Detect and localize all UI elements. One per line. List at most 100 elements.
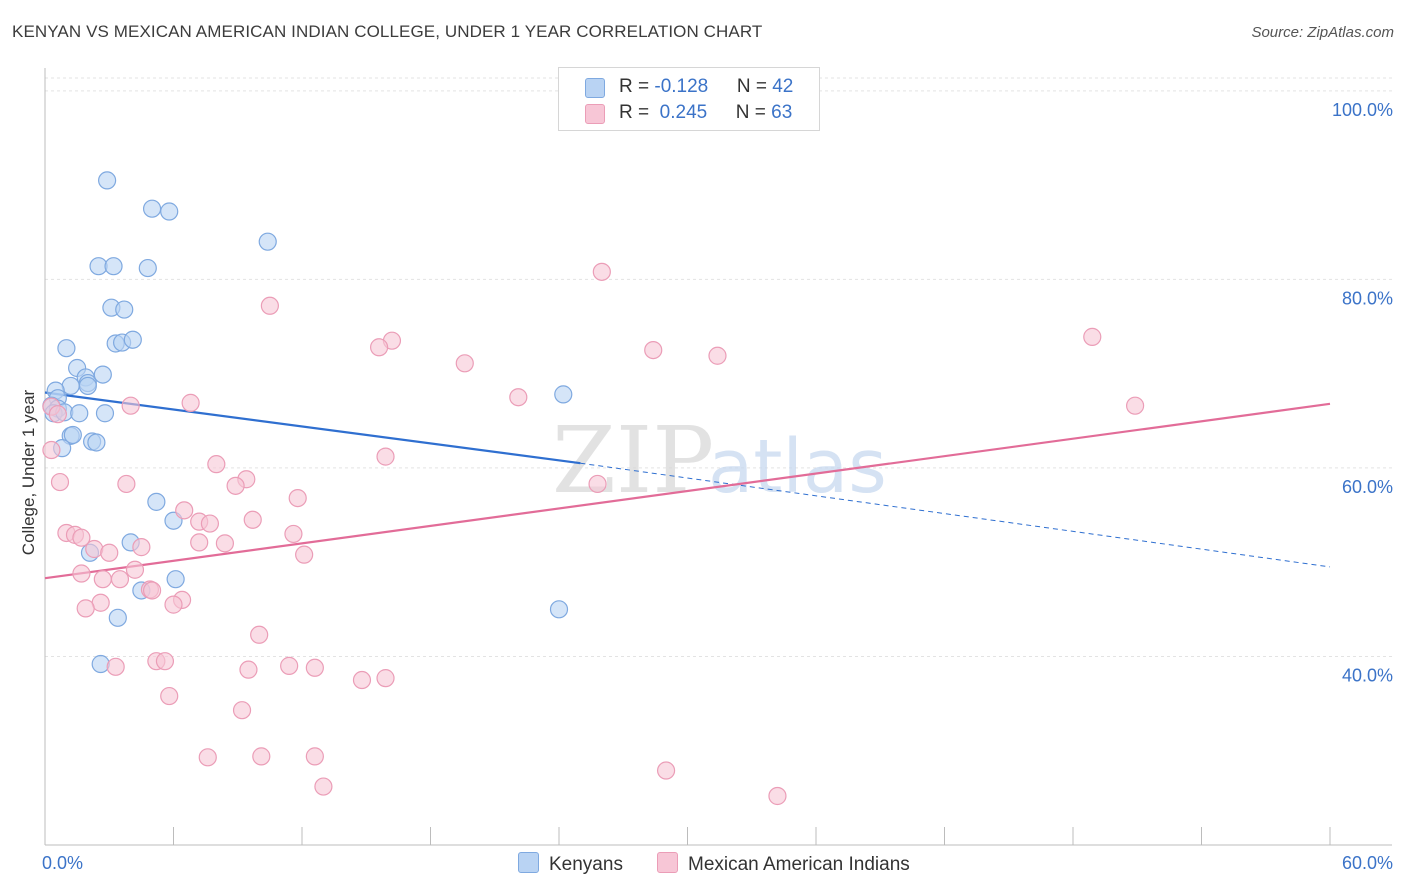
mexican-american-indians-point bbox=[125, 560, 145, 579]
label-layer: 40.0% 60.0% 80.0% 100.0% 0.0% 60.0% College, U… bbox=[19, 100, 1393, 873]
mexican-american-indians-point bbox=[72, 528, 91, 547]
legend-n-label: N = bbox=[736, 76, 773, 97]
mexican-american-indians-point bbox=[93, 570, 112, 589]
kenyans-point bbox=[258, 232, 277, 251]
mexican-american-indians-point bbox=[160, 686, 179, 706]
mexican-american-indians-trend-line bbox=[44, 402, 1331, 580]
mexican-american-indians-point bbox=[42, 440, 61, 460]
x-tick-label: 60.0% bbox=[1342, 853, 1393, 873]
kenyans-point bbox=[166, 570, 185, 589]
mexican-american-indians-point bbox=[215, 534, 234, 553]
mexican-american-indians-point bbox=[164, 595, 183, 614]
legend-n-value: 63 bbox=[771, 102, 793, 123]
kenyans-point bbox=[104, 257, 123, 276]
bottom-legend-swatch-mexican-american-indians bbox=[657, 852, 678, 873]
watermark-zip: ZIP bbox=[552, 407, 714, 514]
mexican-american-indians-point bbox=[314, 777, 333, 796]
legend-r-value: 0.245 bbox=[654, 102, 708, 123]
mexican-american-indians-point bbox=[181, 393, 200, 412]
kenyans-point bbox=[554, 385, 573, 404]
mexican-american-indians-point bbox=[200, 514, 220, 533]
mexican-american-indians-point bbox=[226, 476, 245, 495]
mexican-american-indians-point bbox=[376, 669, 395, 688]
bottom-legend-swatch-kenyans bbox=[518, 852, 539, 873]
mexican-american-indians-point bbox=[232, 701, 252, 720]
kenyans-point bbox=[91, 654, 110, 674]
mexican-american-indians-point bbox=[110, 570, 130, 589]
y-tick-label: 100.0% bbox=[1332, 100, 1393, 120]
bottom-legend-kenyans: Kenyans bbox=[518, 852, 623, 876]
kenyans-point bbox=[549, 600, 569, 619]
axis-layer bbox=[44, 68, 1392, 846]
kenyans-point bbox=[61, 376, 80, 396]
kenyans-point bbox=[63, 425, 82, 445]
kenyans-point bbox=[108, 608, 127, 627]
mexican-american-indians-point bbox=[370, 338, 389, 357]
mexican-american-indians-point bbox=[155, 652, 175, 671]
mexican-american-indians-point bbox=[295, 545, 314, 564]
legend-swatch-mexican-american-indians bbox=[585, 104, 605, 124]
legend-r-label: R = bbox=[619, 76, 655, 97]
mexican-american-indians-point bbox=[243, 510, 262, 529]
legend-swatch-kenyans bbox=[585, 78, 605, 98]
mexican-american-indians-point bbox=[352, 670, 372, 690]
y-axis-label: College, Under 1 year bbox=[19, 389, 38, 555]
mexican-american-indians-point bbox=[252, 747, 271, 766]
mexican-american-indians-point bbox=[198, 748, 217, 767]
kenyans-point bbox=[98, 171, 117, 190]
kenyans-point bbox=[57, 339, 76, 358]
watermark: ZIP atlas bbox=[552, 407, 887, 514]
kenyans-point bbox=[115, 300, 134, 319]
mexican-american-indians-point bbox=[768, 786, 787, 806]
mexican-american-indians-point bbox=[260, 296, 279, 315]
kenyans-point bbox=[160, 202, 179, 221]
mexican-american-indians-point bbox=[588, 474, 607, 494]
kenyans-point bbox=[142, 199, 162, 218]
mexican-american-indians-point bbox=[1083, 327, 1102, 346]
kenyans-point bbox=[70, 404, 89, 423]
kenyans-point bbox=[123, 330, 142, 349]
mexican-american-indians-point bbox=[100, 543, 119, 562]
mexican-american-indians-point bbox=[708, 346, 727, 365]
mexican-american-indians-point bbox=[455, 354, 474, 373]
mexican-american-indians-point bbox=[48, 405, 67, 424]
mexican-american-indians-point bbox=[644, 340, 663, 360]
mexican-american-indians-point bbox=[376, 447, 395, 466]
kenyans-trend-extension bbox=[580, 462, 1331, 568]
kenyans-point bbox=[138, 258, 157, 278]
mexican-american-indians-point bbox=[72, 564, 91, 583]
kenyans-point bbox=[87, 433, 106, 452]
mexican-american-indians-point bbox=[250, 625, 269, 644]
kenyans-point bbox=[95, 404, 115, 423]
mexican-american-indians-point bbox=[142, 581, 162, 600]
mexican-american-indians-point bbox=[1126, 396, 1145, 415]
bottom-legend-label: Mexican American Indians bbox=[688, 854, 910, 875]
x-tick-label: 0.0% bbox=[42, 853, 83, 873]
bottom-legend-label: Kenyans bbox=[549, 854, 623, 875]
kenyans-point bbox=[78, 376, 97, 396]
mexican-american-indians-point bbox=[305, 658, 324, 677]
mexican-american-indians-point bbox=[239, 660, 258, 679]
mexican-american-indians-point bbox=[50, 472, 70, 492]
correlation-legend: R = -0.128 N = 42 R = 0.245 N = 63 bbox=[558, 67, 820, 131]
mexican-american-indians-point bbox=[117, 474, 136, 494]
mexican-american-indians-point bbox=[76, 599, 95, 618]
mexican-american-indians-point bbox=[305, 747, 324, 766]
legend-n-value: 42 bbox=[772, 76, 794, 97]
chart-title: KENYAN VS MEXICAN AMERICAN INDIAN COLLEG… bbox=[12, 22, 763, 41]
mexican-american-indians-point bbox=[132, 538, 151, 557]
y-tick-label: 60.0% bbox=[1342, 477, 1393, 497]
legend-r-label: R = bbox=[619, 102, 655, 123]
kenyans-point bbox=[147, 492, 166, 511]
legend-n-label: N = bbox=[735, 102, 772, 123]
y-tick-label: 80.0% bbox=[1342, 288, 1393, 308]
mexican-american-indians-point bbox=[656, 761, 676, 780]
mexican-american-indians-point bbox=[190, 533, 209, 552]
mexican-american-indians-point bbox=[280, 656, 299, 675]
bottom-legend-mexican-american-indians: Mexican American Indians bbox=[657, 852, 910, 876]
mexican-american-indians-point bbox=[509, 388, 528, 407]
chart-source: Source: ZipAtlas.com bbox=[1251, 24, 1394, 41]
mexican-american-indians-point bbox=[592, 262, 611, 281]
mexican-american-indians-point bbox=[288, 488, 307, 508]
